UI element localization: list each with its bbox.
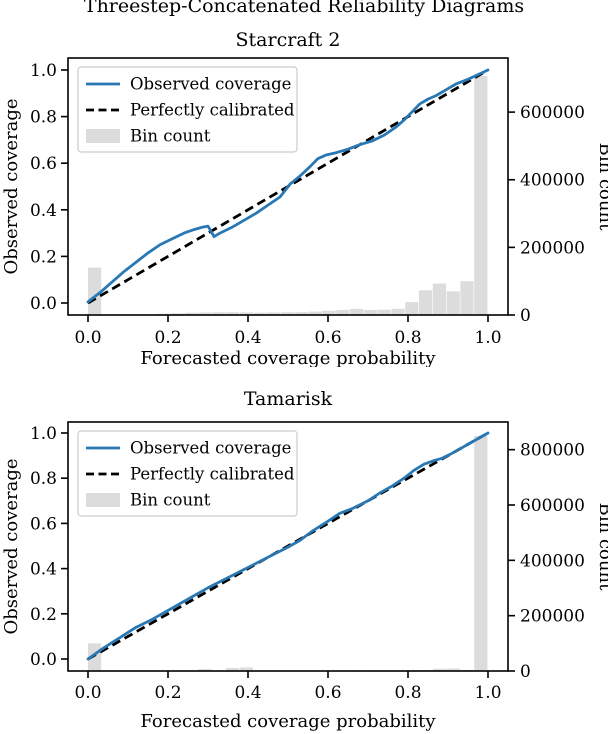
observed-coverage-line (86, 68, 490, 304)
bin-count-bar (294, 312, 309, 315)
y-right-tick-label: 800000 (520, 441, 585, 461)
legend-label: Observed coverage (130, 75, 291, 94)
x-tick-label: 0.0 (74, 683, 101, 703)
x-tick-label: 0.8 (394, 328, 421, 348)
y-right-tick-label: 200000 (520, 607, 585, 627)
y-tick-label: 0.4 (30, 201, 57, 221)
bin-count-bars (88, 75, 488, 316)
bin-count-bar (336, 309, 350, 315)
bin-count-bar (225, 312, 240, 315)
bin-count-bar (474, 435, 488, 671)
x-tick-label: 0.0 (74, 328, 101, 348)
legend-label: Perfectly calibrated (130, 465, 295, 484)
bin-count-bar (350, 308, 364, 315)
bin-count-bar (198, 312, 212, 315)
legend-box (77, 66, 298, 153)
bin-count-bar (198, 669, 212, 671)
legend-label: Bin count (130, 127, 211, 146)
y-tick-label: 0.4 (30, 560, 57, 580)
y-tick-label: 0.2 (30, 605, 57, 625)
y-tick-label: 0.0 (30, 650, 57, 670)
bin-count-bar (239, 312, 253, 315)
legend-box (77, 430, 298, 517)
bin-count-bar (281, 312, 295, 315)
y-axis-right-label: Bin count (595, 503, 608, 591)
bin-count-bar (253, 312, 267, 315)
bin-count-bar (474, 75, 488, 316)
x-tick-label: 1.0 (474, 328, 501, 348)
bin-count-bar (377, 309, 391, 315)
bin-count-bar (391, 308, 405, 315)
x-axis-label: Forecasted coverage probability (140, 711, 436, 732)
subplot-title: Starcraft 2 (236, 29, 341, 51)
y-tick-label: 1.0 (30, 61, 57, 81)
x-axis: 0.0 0.2 0.4 0.6 0.8 1.0 (74, 671, 502, 703)
x-tick-label: 0.6 (314, 328, 341, 348)
bin-count-bar (88, 267, 102, 315)
y-tick-label: 1.0 (30, 424, 57, 444)
y-tick-label: 0.6 (30, 514, 57, 534)
reliability-chart-starcraft2: 0.0 0.2 0.4 0.6 0.8 1.0 Forecasted coverage pr… (1, 29, 608, 367)
y-tick-label: 0.0 (30, 294, 57, 314)
x-tick-label: 0.4 (234, 328, 261, 348)
bin-count-bar (225, 667, 240, 671)
bin-count-bar (432, 668, 447, 671)
y-axis-label: Observed coverage (1, 458, 22, 634)
y-right-tick-label: 600000 (520, 103, 585, 123)
bin-count-bar (446, 291, 460, 315)
y-axis-right: 0 200000 400000 600000 (508, 103, 585, 326)
bin-count-bar (460, 281, 474, 315)
subplot-title: Tamarisk (244, 388, 333, 410)
bin-count-bar (363, 309, 378, 315)
y-right-tick-label: 0 (520, 306, 531, 326)
x-axis-label: Forecasted coverage probability (140, 348, 436, 367)
y-right-tick-label: 600000 (520, 496, 585, 516)
legend-patch-sample (86, 493, 120, 507)
bin-count-bar (267, 312, 281, 315)
bin-count-bar (432, 283, 447, 315)
y-axis-left: 0.0 0.2 0.4 0.6 0.8 1.0 (30, 424, 68, 670)
y-tick-label: 0.6 (30, 154, 57, 174)
bin-count-bar (212, 312, 226, 315)
y-axis-label: Observed coverage (1, 98, 22, 274)
bin-count-bar (184, 312, 198, 315)
figure-suptitle: Threestep-Concatenated Reliability Diagr… (83, 0, 525, 17)
y-axis-left: 0.0 0.2 0.4 0.6 0.8 1.0 (30, 61, 68, 314)
y-axis-right: 0 200000 400000 600000 800000 (508, 441, 585, 682)
legend-label: Perfectly calibrated (130, 101, 295, 120)
y-right-tick-label: 400000 (520, 551, 585, 571)
bin-count-bar (419, 290, 433, 315)
x-tick-label: 0.8 (394, 683, 421, 703)
y-right-tick-label: 200000 (520, 238, 585, 258)
y-right-tick-label: 400000 (520, 171, 585, 191)
x-tick-label: 0.2 (154, 328, 181, 348)
x-axis: 0.0 0.2 0.4 0.6 0.8 1.0 (74, 315, 502, 348)
bin-count-bar (446, 668, 460, 671)
x-tick-label: 1.0 (474, 683, 501, 703)
x-tick-label: 0.4 (234, 683, 261, 703)
bin-count-bar (170, 313, 184, 315)
axes-frame (67, 421, 509, 672)
bin-count-bar (88, 643, 102, 671)
legend: Observed coverage Perfectly calibrated Bin… (77, 430, 298, 517)
y-tick-label: 0.2 (30, 247, 57, 267)
bin-count-bar (322, 310, 336, 315)
x-tick-label: 0.2 (154, 683, 181, 703)
legend-label: Bin count (130, 491, 211, 510)
legend: Observed coverage Perfectly calibrated Bin… (77, 66, 298, 153)
legend-label: Observed coverage (130, 439, 291, 458)
y-tick-label: 0.8 (30, 469, 57, 489)
x-tick-label: 0.6 (314, 683, 341, 703)
reliability-chart-tamarisk: 0.0 0.2 0.4 0.6 0.8 1.0 Forecasted coverage pr… (1, 388, 608, 732)
y-axis-right-label: Bin count (595, 143, 608, 231)
observed-coverage-line (86, 431, 490, 661)
bin-count-bar (239, 667, 253, 671)
axes-frame (67, 57, 509, 316)
legend-patch-sample (86, 129, 120, 143)
y-tick-label: 0.8 (30, 108, 57, 128)
bin-count-bar (308, 311, 322, 315)
y-right-tick-label: 0 (520, 662, 531, 682)
bin-count-bar (405, 302, 419, 315)
